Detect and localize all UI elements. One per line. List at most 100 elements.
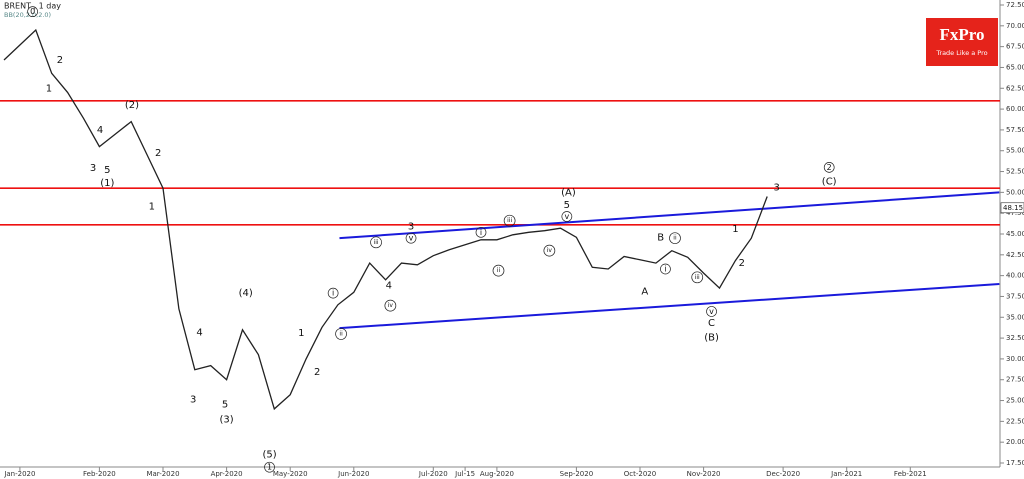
y-tick-label: 55.00 (1006, 147, 1024, 155)
y-tick-label: 70.00 (1006, 22, 1024, 30)
x-tick-label: Dec-2020 (766, 470, 800, 478)
chart-title: BRENT , 1 day (4, 2, 61, 11)
wave-label: 2 (739, 258, 745, 269)
annotation-circle (669, 232, 681, 245)
x-tick-label: Nov-2020 (687, 470, 721, 478)
x-tick-label: Jun-2020 (337, 470, 369, 478)
wave-label: 3 (408, 222, 414, 233)
y-tick-label: 27.50 (1006, 376, 1024, 384)
y-tick-label: 57.50 (1006, 126, 1024, 134)
wave-label: i (664, 264, 666, 273)
wave-label: B (657, 232, 664, 243)
annotation-circle (691, 271, 704, 284)
wave-label: 1 (46, 83, 52, 94)
x-tick-label: Jul-15 (454, 470, 475, 478)
wave-label: 4 (386, 281, 392, 292)
y-tick-label: 25.00 (1006, 397, 1024, 405)
wave-label: 5 (564, 200, 570, 211)
y-tick-label: 22.50 (1006, 417, 1024, 425)
wave-label: (5) (262, 450, 276, 461)
annotation-circle (384, 299, 397, 312)
wave-label: iv (388, 302, 394, 309)
wave-label: iii (507, 217, 512, 224)
annotation-circle (660, 263, 671, 275)
y-tick-label: 30.00 (1006, 355, 1024, 363)
x-tick-label: Jan-2021 (830, 470, 862, 478)
last-price-label: 48.15 (1003, 204, 1023, 212)
wave-label: iii (374, 239, 379, 246)
trend-line (339, 191, 1000, 240)
x-tick-label: Feb-2021 (894, 470, 927, 478)
annotation-circle (27, 6, 38, 18)
wave-label: v (709, 307, 714, 316)
wave-label: (3) (220, 415, 234, 426)
last-price-box (1000, 202, 1024, 214)
annotation-circle (327, 287, 339, 299)
wave-label: 1 (149, 202, 155, 213)
wave-label: ii (673, 235, 677, 242)
annotation-circle (492, 264, 505, 277)
wave-label: (C) (822, 177, 837, 188)
wave-label: 3 (774, 182, 780, 193)
y-tick-label: 32.50 (1006, 334, 1024, 342)
y-tick-label: 45.00 (1006, 230, 1024, 238)
wave-label: (4) (239, 288, 253, 299)
wave-label: i (480, 228, 482, 237)
wave-label: (2) (125, 100, 139, 111)
wave-label: 2 (314, 367, 320, 378)
y-tick-label: 65.00 (1006, 63, 1024, 71)
logo (926, 18, 998, 66)
wave-label: iv (547, 247, 553, 254)
chart-subtitle: BB(20,2.0,2.0) (4, 11, 51, 19)
wave-label: 2 (827, 163, 832, 172)
x-tick-label: May-2020 (273, 470, 308, 478)
wave-label: ii (339, 330, 343, 337)
wave-label: 2 (57, 55, 63, 66)
wave-label: i (332, 289, 334, 298)
y-tick-label: 37.50 (1006, 292, 1024, 300)
wave-label: (B) (704, 332, 719, 343)
wave-label: v (564, 212, 569, 221)
wave-label: C (708, 318, 715, 329)
x-tick-label: Feb-2020 (83, 470, 116, 478)
annotation-circle (561, 211, 573, 222)
trend-line (339, 282, 1000, 330)
wave-label: 0 (30, 7, 35, 16)
wave-label: 5 (104, 165, 110, 176)
wave-label: 1 (732, 224, 738, 235)
logo-name: FxPro (939, 25, 984, 44)
wave-label: 3 (190, 395, 196, 406)
y-tick-label: 67.50 (1006, 43, 1024, 51)
wave-label: A (641, 286, 648, 297)
y-tick-label: 52.50 (1006, 168, 1024, 176)
x-tick-label: Jul-2020 (418, 470, 448, 478)
x-tick-label: Oct-2020 (624, 470, 656, 478)
y-tick-label: 40.00 (1006, 272, 1024, 280)
x-tick-label: Aug-2020 (480, 470, 514, 478)
x-tick-label: Apr-2020 (211, 470, 243, 478)
price-line (3, 28, 768, 411)
annotation-circle (405, 232, 417, 244)
annotation-circle (475, 226, 487, 238)
wave-label: 1 (267, 463, 272, 472)
y-tick-label: 17.50 (1006, 459, 1024, 467)
logo-tagline: Trade Like a Pro (935, 49, 987, 57)
wave-label: v (409, 234, 414, 243)
wave-label: (1) (100, 178, 114, 189)
wave-label: 2 (155, 148, 161, 159)
wave-label: 3 (90, 163, 96, 174)
x-tick-label: Sep-2020 (560, 470, 594, 478)
y-tick-label: 62.50 (1006, 84, 1024, 92)
y-tick-label: 47.50 (1006, 209, 1024, 217)
annotation-circle (503, 214, 516, 227)
y-tick-label: 60.00 (1006, 105, 1024, 113)
annotation-circle (264, 461, 275, 473)
annotation-circle (706, 306, 717, 317)
y-tick-label: 42.50 (1006, 251, 1024, 259)
x-tick-label: Jan-2020 (3, 470, 35, 478)
wave-label: iii (695, 274, 700, 281)
y-tick-label: 72.50 (1006, 1, 1024, 9)
wave-label: 1 (298, 328, 304, 339)
